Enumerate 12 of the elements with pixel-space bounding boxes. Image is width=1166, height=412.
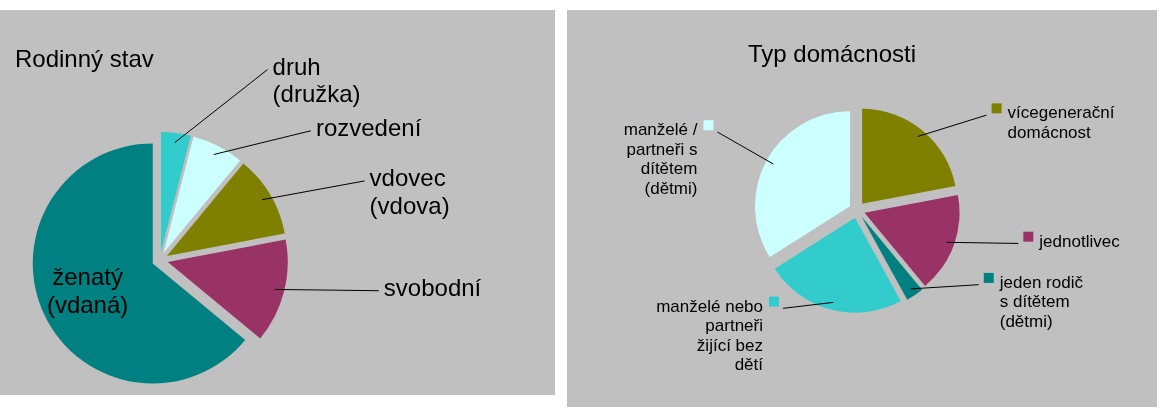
legend-label: jednotlivec: [1038, 231, 1121, 251]
legend-label: vícegenerační domácnost: [1007, 103, 1115, 142]
chart-title: Typ domácnosti: [747, 40, 917, 67]
slice-label: druh (družka): [272, 52, 361, 108]
slice-label: ženatý (vdaná): [46, 263, 129, 319]
legend-label: jeden rodič s dítětem (dětmi): [998, 272, 1084, 332]
chart-title: Rodinný stav: [15, 45, 154, 72]
slice-label: svobodní: [383, 273, 482, 301]
slice-label: vdovec (vdova): [369, 164, 450, 219]
slice-label: rozvedení: [315, 113, 422, 141]
slice-label: manželé nebo partneři žijící bez dětí: [656, 296, 764, 375]
slice-label: manželé / partneři s dítětem (dětmi): [623, 120, 698, 198]
